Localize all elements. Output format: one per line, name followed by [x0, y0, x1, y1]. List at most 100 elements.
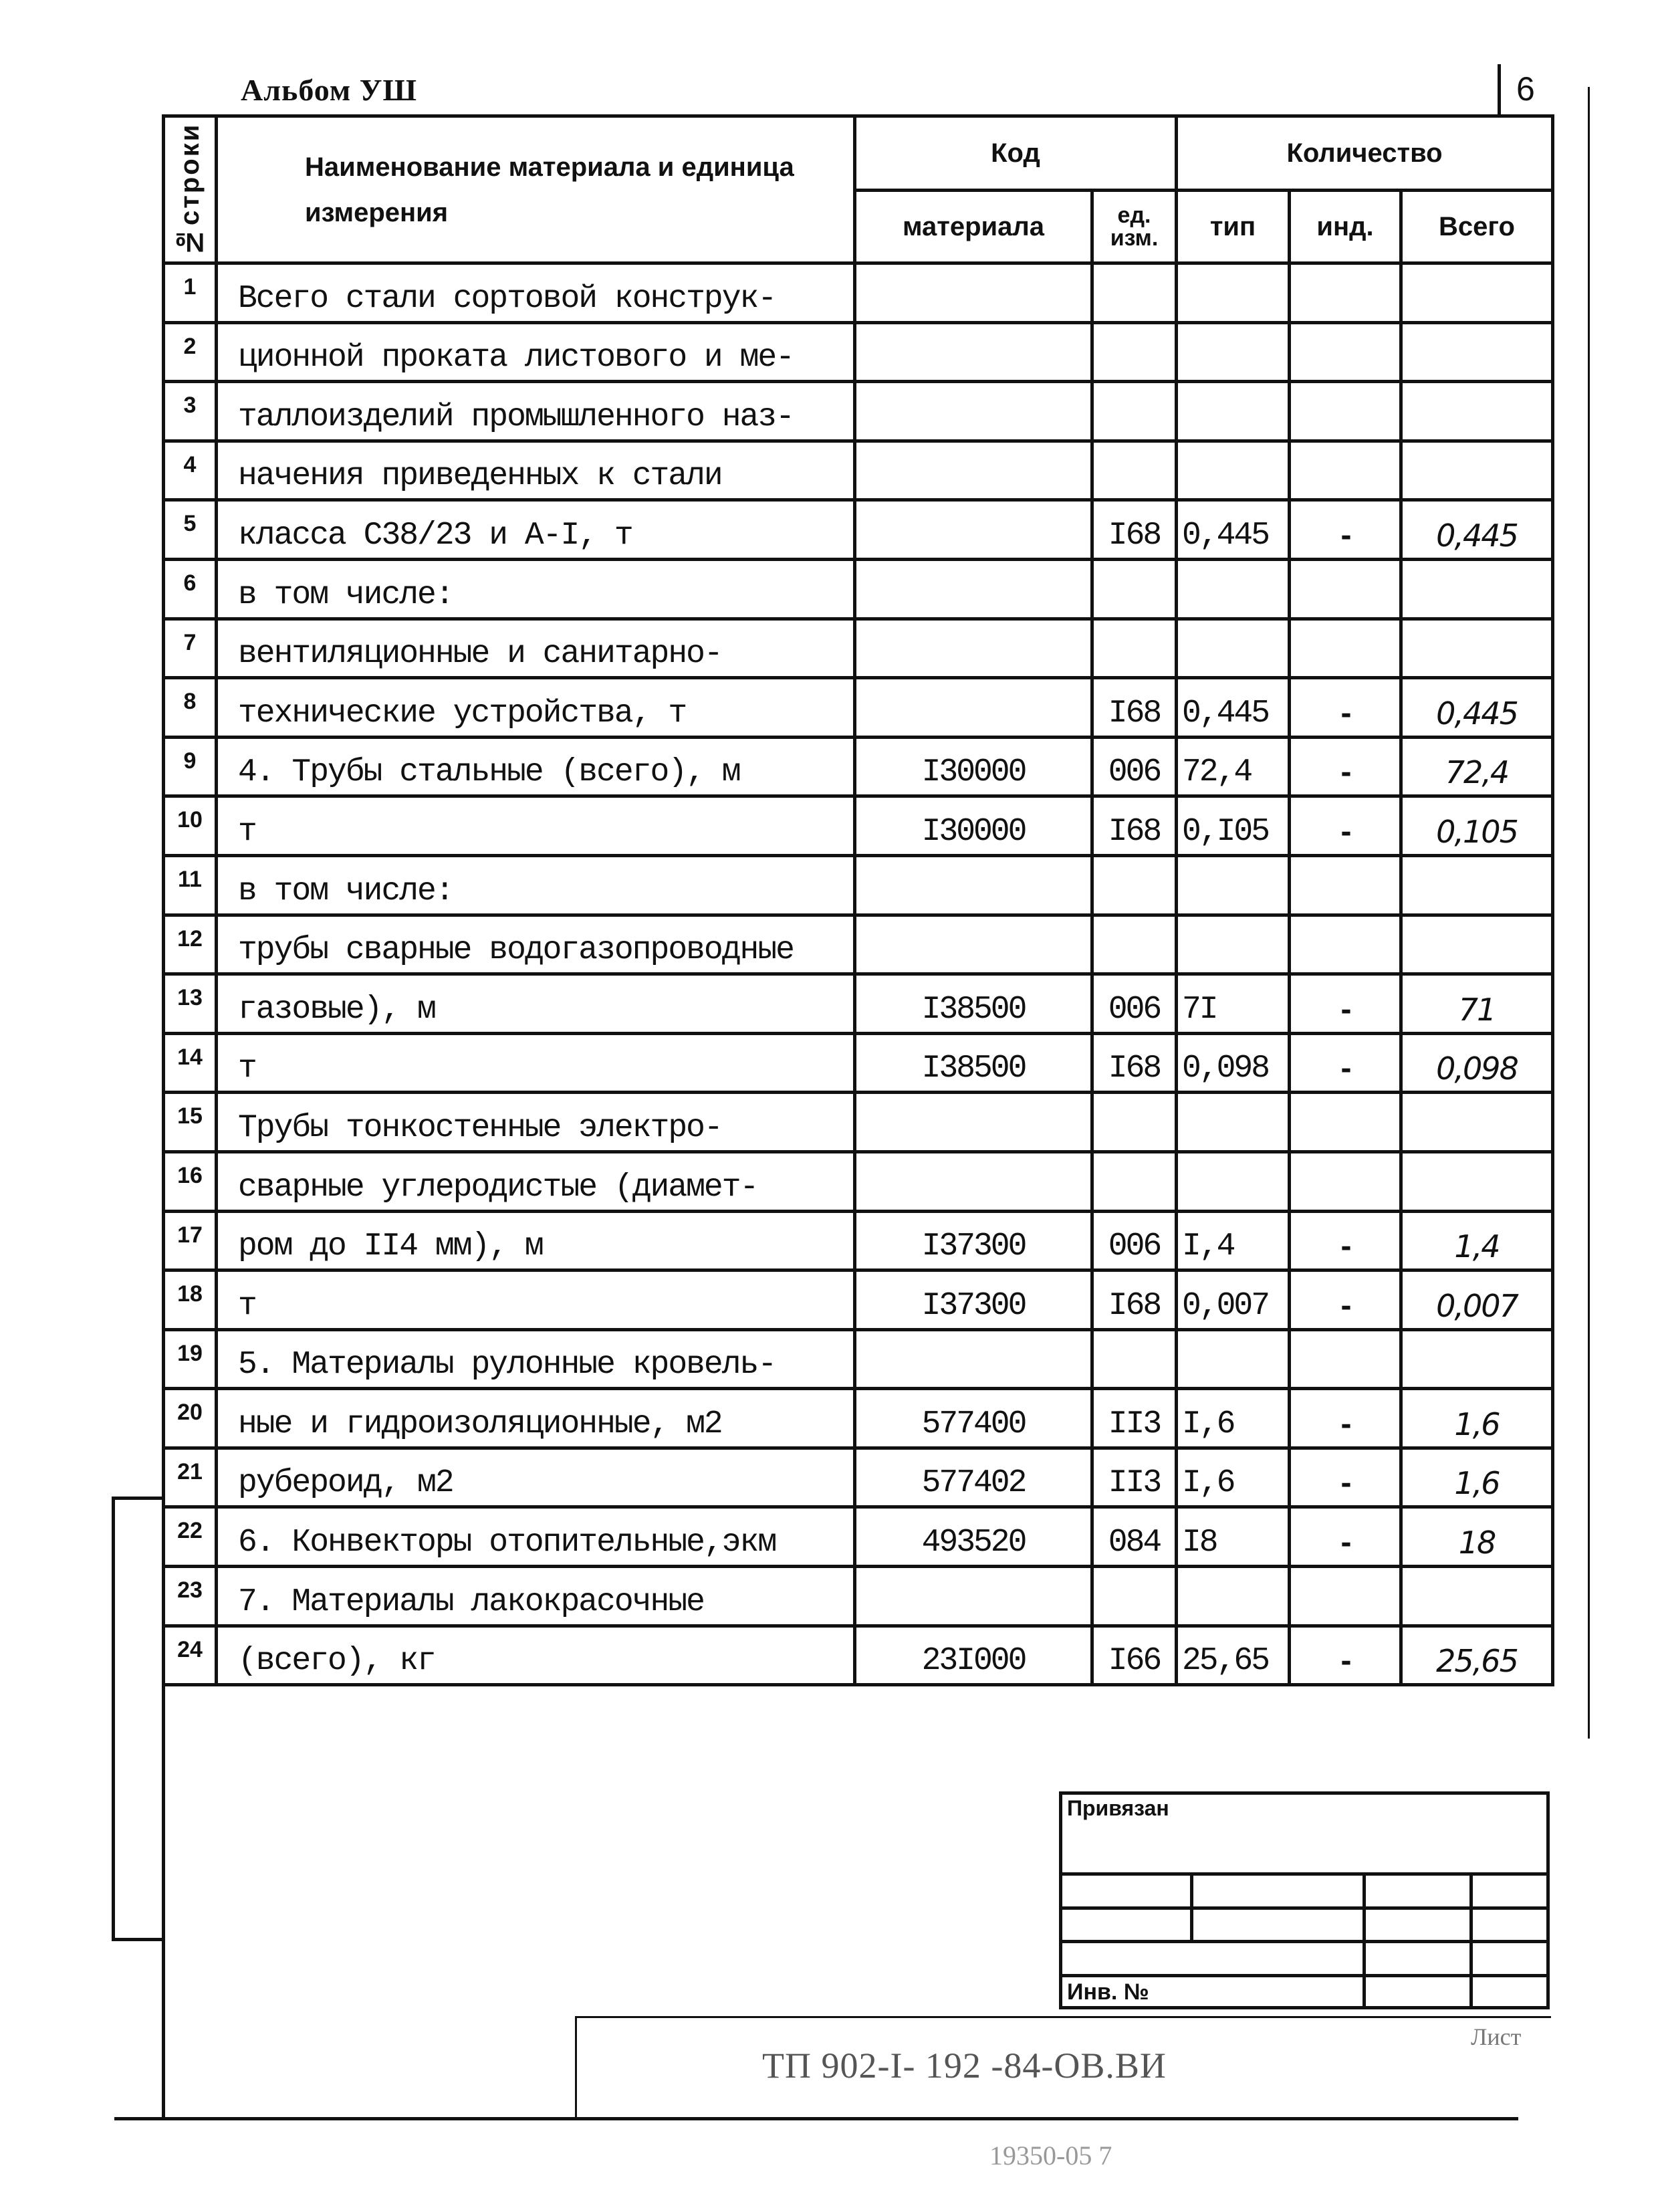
table-row: 22 6. Конвекторы отопительные,экм 493520 08… [162, 1505, 1554, 1569]
table-row: 14 т I38500 I68 0,098-0,098 [162, 1031, 1554, 1095]
quantity-total: 1,4 [1399, 1209, 1554, 1273]
material-code [853, 1327, 1094, 1391]
table-row: 4 начения приведенных к стали [162, 439, 1554, 502]
unit-code [1090, 1149, 1178, 1213]
quantity-ind: - [1288, 1209, 1403, 1273]
material-code [853, 676, 1094, 739]
quantity-total: 0,007 [1399, 1268, 1554, 1331]
material-name: т [215, 1268, 856, 1331]
quantity-ind: - [1288, 1446, 1403, 1509]
material-code: I37300 [853, 1209, 1094, 1273]
quantity-tip [1175, 1565, 1291, 1628]
row-number: 8 [162, 676, 218, 739]
quantity-tip [1175, 439, 1291, 502]
material-code [853, 380, 1094, 443]
quantity-total: 72,4 [1399, 735, 1554, 798]
unit-code [1090, 913, 1178, 976]
table-row: 17 ром до II4 мм), м I37300 006 I,4-1,4 [162, 1209, 1554, 1273]
quantity-tip: 0,445 [1175, 676, 1291, 739]
quantity-tip [1175, 557, 1291, 621]
quantity-ind: - [1288, 1624, 1403, 1687]
quantity-total: 0,445 [1399, 498, 1554, 561]
quantity-total: 0,098 [1399, 1031, 1554, 1095]
quantity-tip: 25,65 [1175, 1624, 1291, 1687]
row-number: 11 [162, 853, 218, 917]
material-name: т [215, 1031, 856, 1095]
quantity-tip: 0,445 [1175, 498, 1291, 561]
unit-code [1090, 380, 1178, 443]
unit-code: I68 [1090, 794, 1178, 857]
table-row: 24 (всего), кг 23I000 I66 25,65-25,65 [162, 1624, 1554, 1687]
row-number: 10 [162, 794, 218, 857]
unit-code: I66 [1090, 1624, 1178, 1687]
quantity-total: 0,445 [1399, 676, 1554, 739]
quantity-tip [1175, 380, 1291, 443]
material-code [853, 439, 1094, 502]
row-number: 23 [162, 1565, 218, 1628]
quantity-total [1399, 913, 1554, 976]
row-number: 1 [162, 261, 218, 324]
quantity-tip: 72,4 [1175, 735, 1291, 798]
row-number: 13 [162, 972, 218, 1035]
col-unit: ед. изм. [1090, 189, 1178, 265]
margin-bracket-bottom [112, 1938, 162, 1941]
material-code [853, 1565, 1094, 1628]
material-code: I38500 [853, 972, 1094, 1035]
material-code [853, 1091, 1094, 1153]
quantity-ind [1288, 261, 1403, 324]
material-code: I30000 [853, 735, 1094, 798]
row-number: 7 [162, 617, 218, 680]
table-row: 10 т I30000 I68 0,I05-0,105 [162, 794, 1554, 857]
material-code [853, 320, 1094, 384]
quantity-ind [1288, 853, 1403, 917]
quantity-total [1399, 557, 1554, 621]
quantity-ind: - [1288, 1505, 1403, 1569]
unit-code: I68 [1090, 676, 1178, 739]
table-row: 18 т I37300 I68 0,007-0,007 [162, 1268, 1554, 1331]
quantity-tip: I,4 [1175, 1209, 1291, 1273]
quantity-ind [1288, 439, 1403, 502]
quantity-tip: 0,098 [1175, 1031, 1291, 1095]
quantity-total: 0,105 [1399, 794, 1554, 857]
material-name: трубы сварные водогазопроводные [215, 913, 856, 976]
quantity-ind: - [1288, 735, 1403, 798]
material-name: т [215, 794, 856, 857]
row-number: 14 [162, 1031, 218, 1095]
col-ind: инд. [1288, 189, 1403, 265]
row-number: 9 [162, 735, 218, 798]
row-number: 20 [162, 1387, 218, 1450]
col-code-group: Код [853, 114, 1178, 192]
material-name: класса С38/23 и А-I, т [215, 498, 856, 561]
material-code: 577402 [853, 1446, 1094, 1509]
material-code: 577400 [853, 1387, 1094, 1450]
table-body: 1 Всего стали сортовой конструк- 2 ционной … [162, 261, 1554, 1687]
table-row: 9 4. Трубы стальные (всего), м I30000 006 72… [162, 735, 1554, 798]
unit-code: 006 [1090, 1209, 1178, 1273]
material-name: начения приведенных к стали [215, 439, 856, 502]
unit-code [1090, 320, 1178, 384]
table-row: 7 вентиляционные и санитарно- [162, 617, 1554, 680]
unit-code [1090, 1327, 1178, 1391]
col-tip: тип [1175, 189, 1291, 265]
table-row: 3 таллоизделий промышленного наз- [162, 380, 1554, 443]
row-number: 3 [162, 380, 218, 443]
material-name: Трубы тонкостенные электро- [215, 1091, 856, 1153]
col-total: Всего [1399, 189, 1554, 265]
material-code [853, 1149, 1094, 1213]
quantity-ind [1288, 617, 1403, 680]
unit-code: I68 [1090, 498, 1178, 561]
material-code [853, 853, 1094, 917]
quantity-tip: 0,007 [1175, 1268, 1291, 1331]
material-name: рубероид, м2 [215, 1446, 856, 1509]
row-number: 12 [162, 913, 218, 976]
table-row: 15 Трубы тонкостенные электро- [162, 1091, 1554, 1153]
quantity-total [1399, 380, 1554, 443]
row-number: 6 [162, 557, 218, 621]
row-number: 21 [162, 1446, 218, 1509]
sheet-label: Лист [1471, 2023, 1522, 2050]
unit-code [1090, 557, 1178, 621]
quantity-ind: - [1288, 676, 1403, 739]
material-code: I30000 [853, 794, 1094, 857]
quantity-ind [1288, 913, 1403, 976]
document-code: ТП 902-I- 192 -84-ОВ.ВИ [762, 2045, 1167, 2086]
